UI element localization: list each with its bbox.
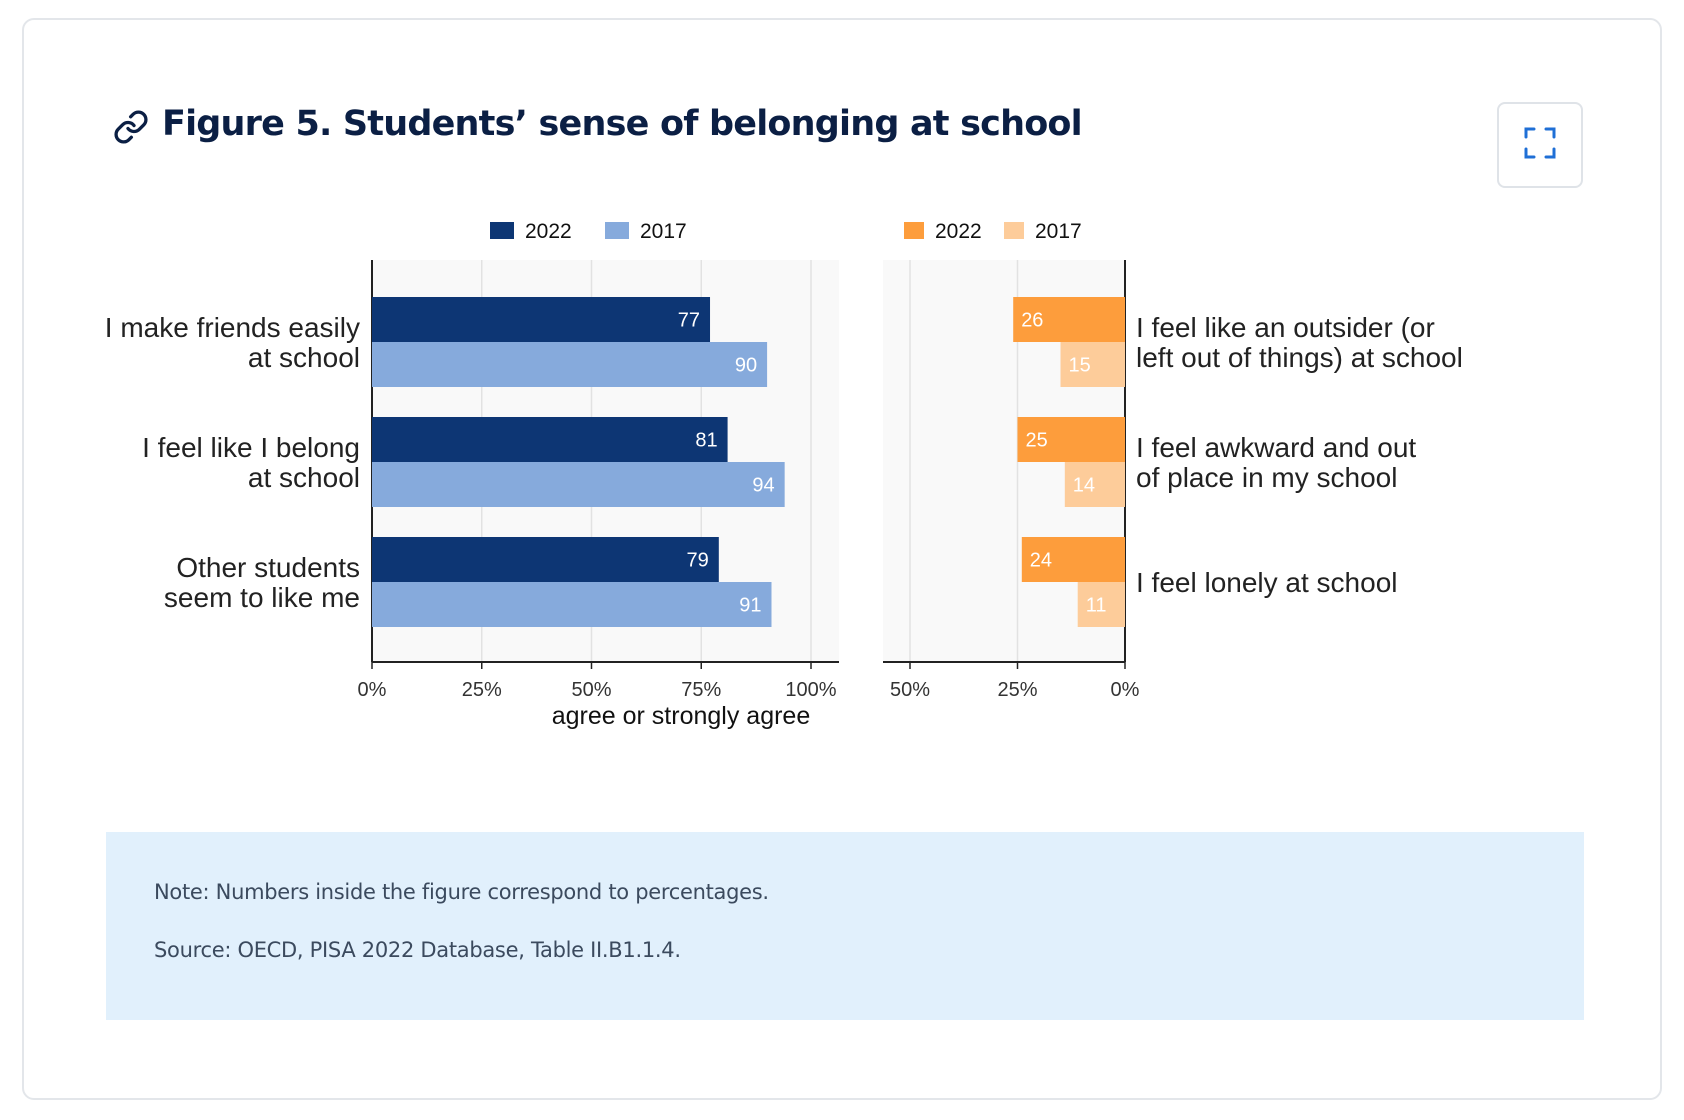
belonging-chart: 0% 25% 50% 75% 100%agree or strongly agree 77… [105, 220, 1463, 730]
category-label-left: at school [248, 342, 360, 373]
data-label-left-2022: 77 [678, 310, 700, 332]
category-label-right: left out of things) at school [1136, 342, 1463, 373]
bar-right-2017 [1060, 342, 1125, 387]
legend-label-left-2017: 2017 [640, 220, 687, 243]
category-label-right: of place in my school [1136, 462, 1397, 493]
bar-left-2022 [372, 417, 728, 462]
expand-icon [1523, 126, 1557, 165]
bar-left-2017 [372, 582, 772, 627]
note-text: Note: Numbers inside the figure correspo… [154, 880, 769, 904]
category-label-left: at school [248, 462, 360, 493]
data-label-right-2022: 24 [1030, 550, 1052, 572]
category-label-left: I make friends easily [105, 312, 360, 343]
right-tick-label: 50% [890, 679, 930, 701]
data-label-right-2022: 25 [1026, 430, 1048, 452]
bar-right-2022 [1021, 537, 1125, 582]
data-label-right-2017: 15 [1069, 355, 1091, 377]
data-label-left-2022: 81 [695, 430, 717, 452]
legend-swatch-left-2017 [605, 222, 629, 239]
figure-header: Figure 5. Students’ sense of belonging a… [112, 102, 1083, 146]
bar-left-2022 [372, 297, 711, 342]
left-x-axis-label: agree or strongly agree [552, 702, 810, 730]
legend-label-left-2022: 2022 [525, 220, 572, 243]
bar-right-2022 [1013, 297, 1125, 342]
bar-left-2017 [372, 342, 768, 387]
expand-button[interactable] [1497, 102, 1583, 188]
source-text: Source: OECD, PISA 2022 Database, Table … [154, 938, 681, 962]
note-box: Note: Numbers inside the figure correspo… [106, 832, 1584, 1020]
legend-label-right-2022: 2022 [935, 220, 982, 243]
data-label-right-2022: 26 [1021, 310, 1043, 332]
right-tick-label: 25% [997, 679, 1037, 701]
category-label-right: I feel awkward and out [1136, 432, 1416, 463]
left-tick-label: 75% [681, 679, 721, 701]
right-tick-label: 0% [1111, 679, 1140, 701]
data-label-left-2022: 79 [687, 550, 709, 572]
figure-title: Figure 5. Students’ sense of belonging a… [162, 104, 1083, 144]
left-tick-label: 0% [358, 679, 387, 701]
bar-right-2022 [1017, 417, 1125, 462]
left-tick-label: 50% [571, 679, 611, 701]
category-label-left: seem to like me [164, 582, 360, 613]
chart-area: 0% 25% 50% 75% 100% agree or strongly agree 77… [24, 20, 1664, 820]
data-label-left-2017: 91 [739, 595, 761, 617]
figure-card: Figure 5. Students’ sense of belonging a… [22, 18, 1662, 1100]
bar-right-2017 [1077, 582, 1125, 627]
left-tick-label: 100% [785, 679, 836, 701]
legend-label-right-2017: 2017 [1035, 220, 1082, 243]
legend-swatch-left-2022 [490, 222, 514, 239]
data-label-left-2017: 90 [735, 355, 757, 377]
legend-swatch-right-2022 [904, 222, 924, 239]
bar-left-2022 [372, 537, 719, 582]
category-label-right: I feel like an outsider (or [1136, 312, 1435, 343]
legend-swatch-right-2017 [1004, 222, 1024, 239]
bar-left-2017 [372, 462, 785, 507]
data-label-right-2017: 11 [1086, 595, 1107, 617]
data-label-left-2017: 94 [752, 475, 774, 497]
category-label-left: Other students [176, 552, 360, 583]
link-icon[interactable] [112, 108, 150, 146]
bar-right-2017 [1064, 462, 1125, 507]
category-label-left: I feel like I belong [142, 432, 360, 463]
left-tick-label: 25% [462, 679, 502, 701]
data-label-right-2017: 14 [1073, 475, 1095, 497]
category-label-right: I feel lonely at school [1136, 567, 1398, 598]
